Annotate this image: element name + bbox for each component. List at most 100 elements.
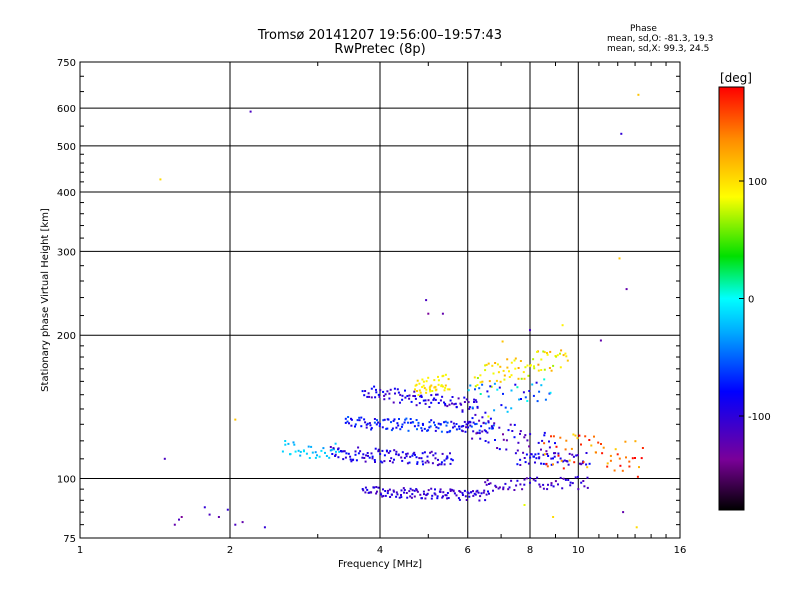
- echo-point: [565, 355, 568, 358]
- echo-point: [532, 478, 535, 481]
- echo-point: [567, 479, 570, 481]
- echo-point: [522, 391, 525, 394]
- echo-point: [613, 469, 616, 472]
- echo-point: [419, 395, 422, 398]
- echo-point: [500, 404, 503, 407]
- echo-point: [377, 450, 380, 453]
- echo-point: [485, 483, 488, 486]
- echo-point: [433, 397, 436, 400]
- echo-point: [538, 390, 541, 393]
- echo-point: [350, 424, 353, 427]
- echo-point: [543, 442, 546, 445]
- echo-point: [572, 455, 575, 458]
- echo-point: [449, 399, 452, 402]
- echo-point: [476, 432, 479, 434]
- y-tick-label: 200: [57, 331, 76, 342]
- echo-point: [478, 419, 481, 422]
- echo-point: [418, 382, 421, 385]
- echo-point: [368, 422, 371, 425]
- echo-point: [537, 363, 540, 366]
- echo-point: [408, 397, 411, 400]
- echo-point: [536, 476, 539, 479]
- echo-point: [523, 457, 526, 459]
- echo-point: [575, 454, 578, 457]
- echo-point: [566, 460, 569, 463]
- echo-point: [426, 459, 429, 462]
- echo-point: [530, 453, 533, 456]
- echo-point: [387, 418, 390, 421]
- echo-point: [542, 483, 545, 486]
- echo-point: [366, 395, 369, 398]
- echo-point: [406, 462, 409, 465]
- echo-point: [523, 483, 526, 486]
- echo-point: [546, 453, 549, 455]
- echo-point: [400, 494, 402, 496]
- echo-point: [455, 494, 458, 497]
- echo-point: [395, 495, 398, 498]
- echo-point: [400, 489, 403, 492]
- x-tick-label: 1: [77, 545, 83, 556]
- echo-point: [395, 450, 398, 453]
- x-tick-label: 8: [527, 545, 533, 556]
- echo-point: [557, 452, 560, 455]
- echo-point: [429, 390, 432, 393]
- echo-point: [511, 430, 514, 432]
- echo-point: [441, 452, 444, 455]
- echo-point: [546, 352, 548, 354]
- echo-point: [449, 429, 452, 432]
- echo-point: [427, 399, 430, 402]
- echo-point: [311, 451, 314, 454]
- chart-subtitle: RwPretec (8p): [334, 42, 426, 57]
- echo-point: [445, 424, 448, 427]
- echo-point: [405, 417, 408, 420]
- echo-point: [437, 383, 440, 386]
- grid-lines: [80, 62, 680, 538]
- echo-point: [475, 432, 478, 435]
- echo-point: [542, 487, 545, 490]
- echo-point: [437, 427, 440, 430]
- echo-point: [540, 369, 543, 371]
- echo-point: [546, 465, 549, 468]
- echo-point: [417, 424, 420, 427]
- echo-point: [375, 388, 377, 391]
- echo-point: [508, 486, 511, 489]
- echo-point: [393, 418, 396, 421]
- echo-point: [509, 423, 512, 426]
- echo-point: [363, 457, 366, 459]
- echo-point: [471, 417, 474, 420]
- echo-point: [396, 422, 399, 425]
- echo-point: [444, 404, 447, 407]
- echo-point: [381, 461, 384, 464]
- echo-point: [330, 448, 333, 451]
- echo-point: [308, 457, 311, 459]
- echo-point: [580, 481, 583, 484]
- echo-point: [479, 437, 482, 440]
- echo-point: [507, 488, 510, 491]
- echo-point: [466, 421, 469, 424]
- echo-point: [430, 419, 433, 422]
- echo-point: [514, 367, 517, 370]
- echo-point: [299, 450, 302, 453]
- echo-point: [537, 441, 540, 444]
- echo-point: [524, 461, 527, 464]
- echo-point: [329, 449, 332, 452]
- echo-point: [380, 493, 383, 496]
- echo-point: [389, 460, 391, 462]
- echo-point: [413, 489, 416, 492]
- echo-point: [401, 451, 404, 454]
- echo-point: [560, 349, 563, 352]
- echo-point: [320, 449, 323, 452]
- echo-point: [420, 396, 423, 398]
- echo-point: [479, 393, 482, 395]
- echo-point: [424, 402, 427, 405]
- echo-point: [484, 411, 487, 414]
- echo-point: [389, 450, 392, 453]
- echo-point: [392, 489, 395, 492]
- echo-point: [519, 458, 522, 461]
- echo-point: [397, 454, 400, 457]
- echo-point: [203, 506, 206, 509]
- echo-point: [440, 384, 443, 387]
- echo-point: [449, 462, 452, 465]
- echo-point: [503, 374, 506, 377]
- echo-point: [463, 420, 466, 423]
